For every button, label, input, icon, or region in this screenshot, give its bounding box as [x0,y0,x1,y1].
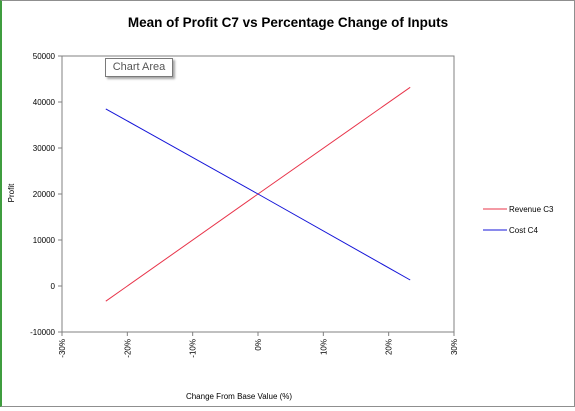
plot-layer: -10000 0 10000 20000 30000 40000 50000 -30% -20%… [30,52,459,358]
series-line-2 [105,108,411,281]
y-tick-label: 50000 [33,52,56,61]
x-tick-label: 30% [450,339,459,355]
y-tick-label: 40000 [33,98,56,107]
y-tick-label: 0 [51,282,56,291]
y-tick-label: 10000 [33,236,56,245]
x-tick-label: -30% [58,339,67,358]
chart-area-tooltip: Chart Area [105,58,173,77]
y-tick-label: 30000 [33,144,56,153]
y-tick-label: -10000 [30,328,55,337]
x-tick-label: -20% [123,339,132,358]
y-axis-label: Profit [7,183,16,202]
x-tick-label: -10% [189,339,198,358]
chart-title: Mean of Profit C7 vs Percentage Change o… [128,15,448,30]
x-tick-label: 10% [319,339,328,355]
x-tick-label: 0% [254,339,263,351]
x-axis-label: Change From Base Value (%) [186,392,292,401]
y-tick-label: 20000 [33,190,56,199]
legend-label: Revenue C3 [509,205,554,214]
x-tick-label: 20% [385,339,394,355]
legend-label: Cost C4 [509,226,538,235]
legend: Revenue C3 Cost C4 [483,205,554,235]
